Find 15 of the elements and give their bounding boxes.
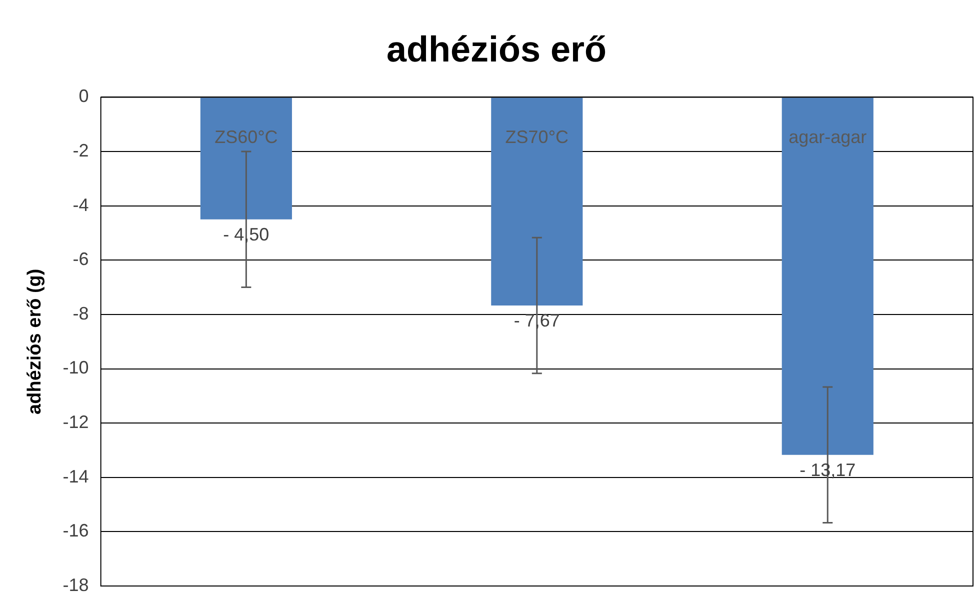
y-tick-label: -10: [62, 358, 89, 378]
y-tick-label: -16: [62, 520, 89, 541]
x-tick-label: ZS70°C: [505, 126, 569, 147]
x-tick-label: agar-agar: [788, 126, 867, 147]
y-tick-label: -6: [72, 249, 89, 270]
y-tick-label: -14: [62, 466, 89, 486]
y-tick-label: -2: [72, 140, 89, 160]
chart-title: adhéziós erő: [386, 28, 607, 70]
y-tick-label: 0: [78, 86, 89, 106]
y-tick-label: -18: [62, 574, 89, 595]
y-tick-label: -12: [62, 412, 89, 432]
y-axis-title: adhéziós erő (g): [24, 268, 46, 414]
y-tick-label: -4: [72, 194, 89, 215]
y-tick-label: -8: [72, 303, 89, 324]
x-tick-label: ZS60°C: [214, 126, 278, 147]
